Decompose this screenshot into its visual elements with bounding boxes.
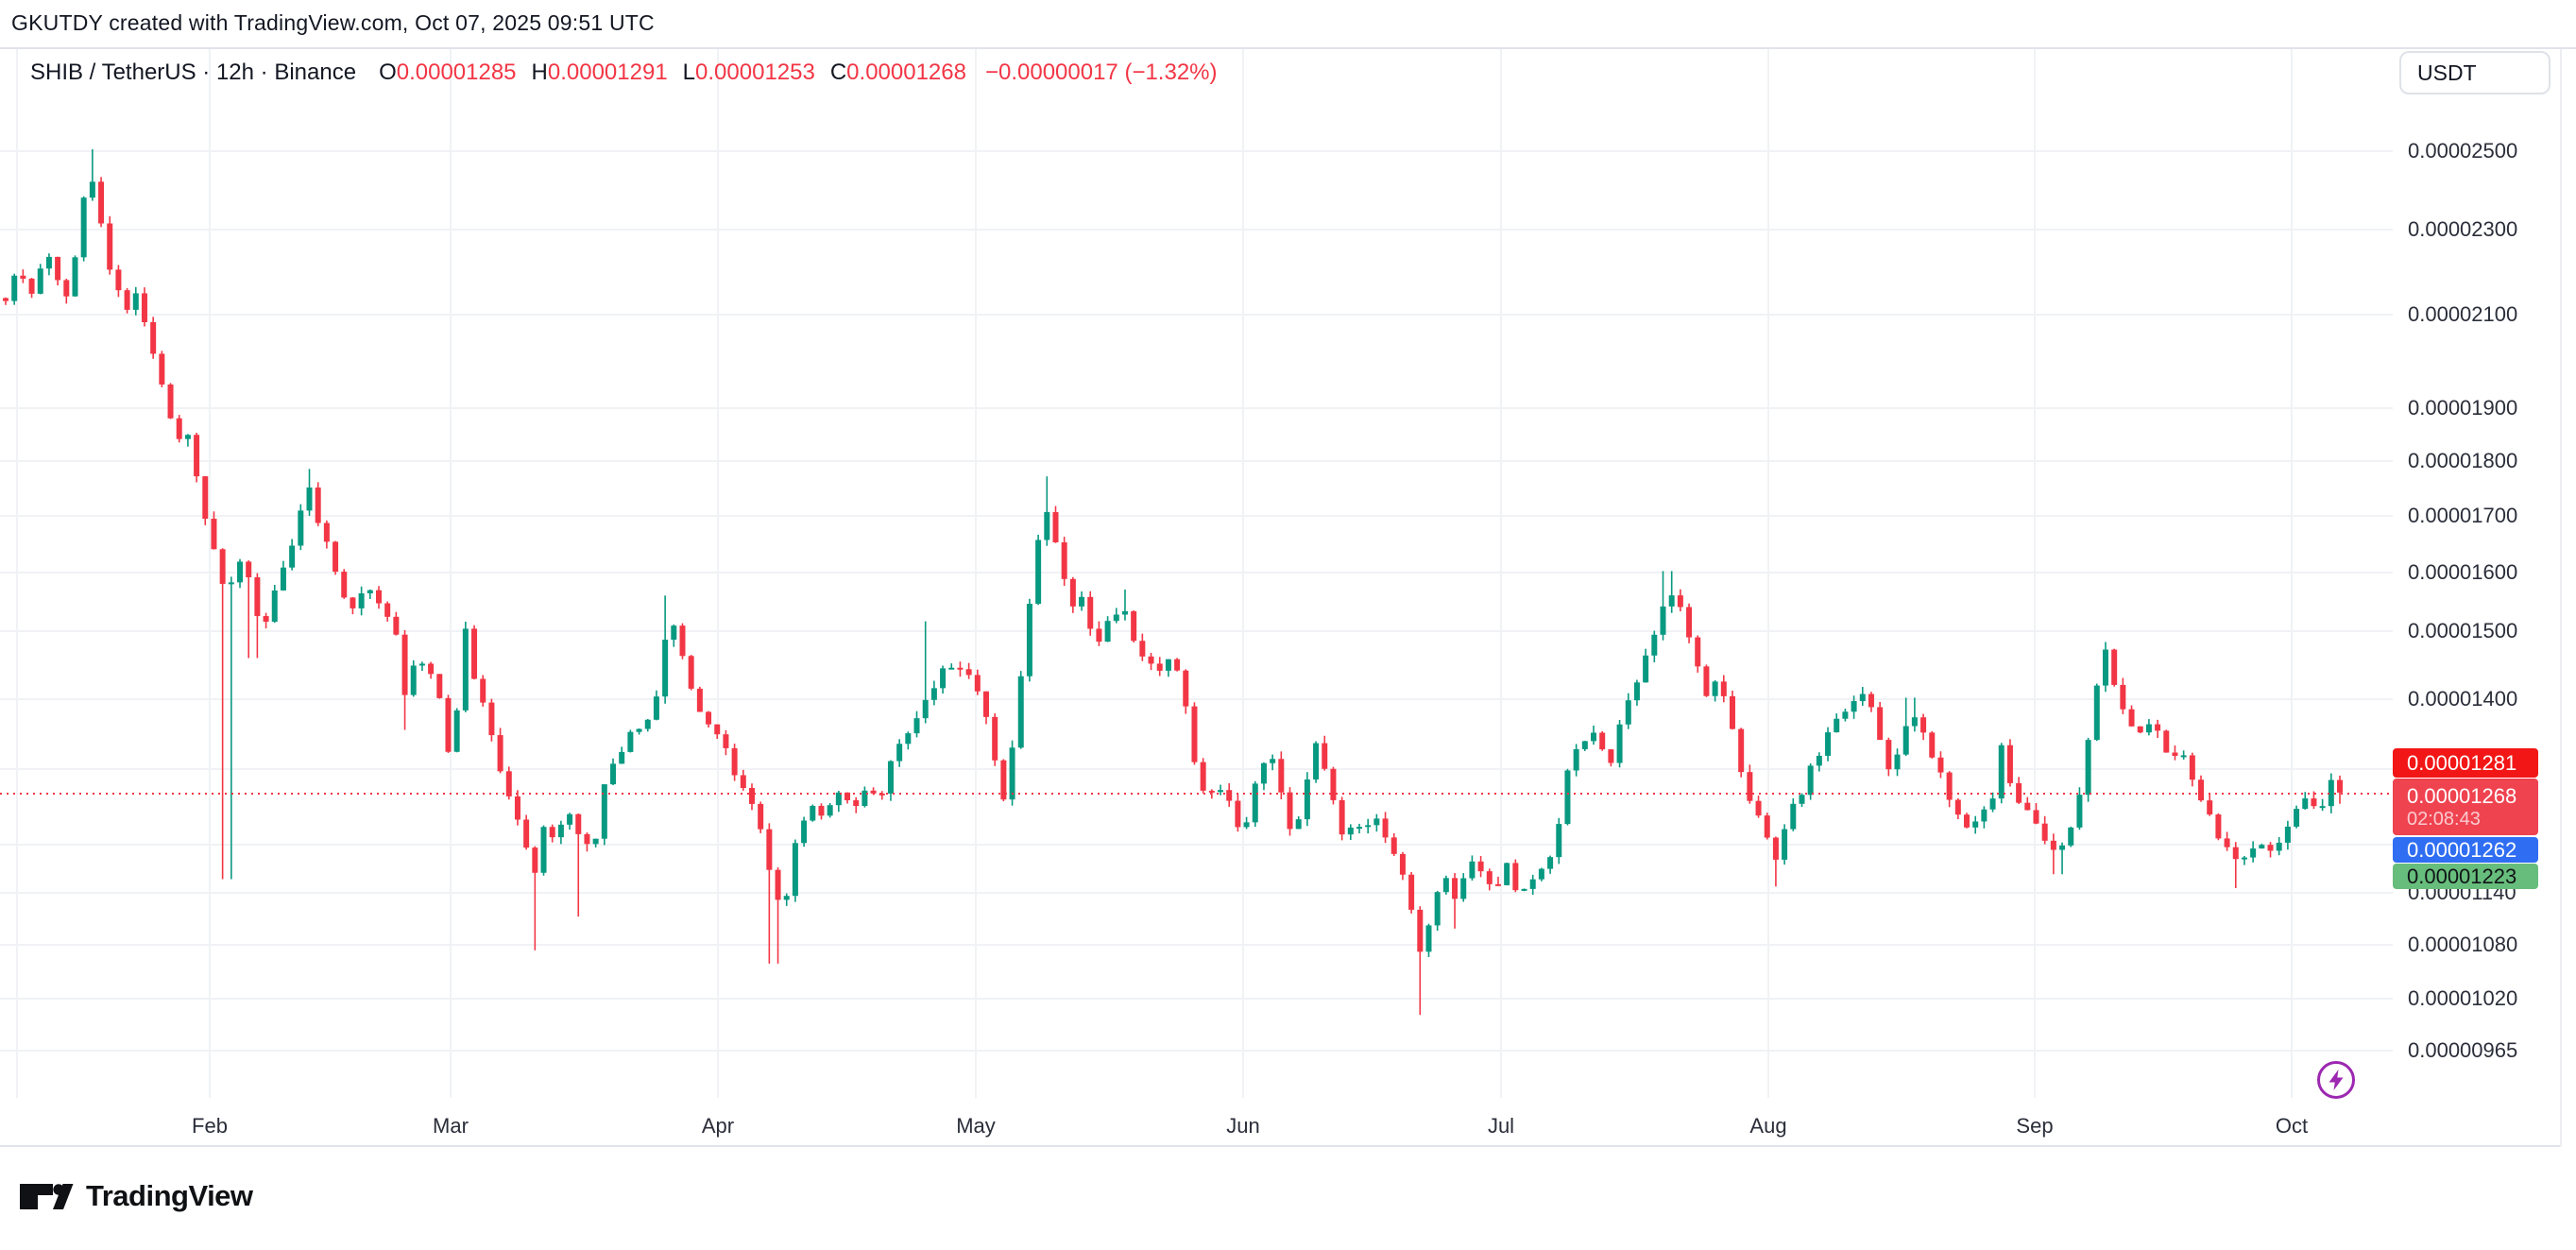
price-tick-label: 0.00001800 xyxy=(2408,449,2518,472)
price-tick-label: 0.00001020 xyxy=(2408,986,2518,1010)
tradingview-mark-icon xyxy=(20,1183,74,1209)
symbol-title[interactable]: SHIB / TetherUS · 12h · Binance xyxy=(30,60,357,85)
bid-price-badge: 0.00001262 xyxy=(2393,837,2538,863)
tradingview-logo-text: TradingView xyxy=(86,1179,253,1212)
month-tick-label-oct: Oct xyxy=(2275,1114,2309,1138)
price-tick-label: 0.00002500 xyxy=(2408,139,2518,163)
flash-chart-button[interactable] xyxy=(2315,1059,2357,1101)
month-tick-label-feb: Feb xyxy=(192,1114,228,1138)
price-tick-label: 0.00001080 xyxy=(2408,933,2518,956)
green-price-badge: 0.00001223 xyxy=(2393,864,2538,889)
ohlc-pair-C: C0.00001268 xyxy=(829,60,966,85)
price-tick-label: 0.00001700 xyxy=(2408,504,2518,527)
bottom-separator xyxy=(0,1145,2562,1147)
month-tick-label-jun: Jun xyxy=(1226,1114,1260,1138)
currency-toggle-button[interactable]: USDT xyxy=(2399,51,2550,94)
lightning-icon xyxy=(2317,1061,2355,1099)
symbol-legend[interactable]: SHIB / TetherUS · 12h · Binance O0.00001… xyxy=(30,57,1218,89)
price-tick-label: 0.00001900 xyxy=(2408,396,2518,420)
ohlc-pair-H: H0.00001291 xyxy=(531,60,668,85)
price-tick-label: 0.00002100 xyxy=(2408,302,2518,326)
month-tick-label-apr: Apr xyxy=(701,1114,735,1138)
price-tick-label: 0.00002300 xyxy=(2408,217,2518,241)
ohlc-pair-O: O0.00001285 xyxy=(379,60,517,85)
price-tick-label: 0.00001400 xyxy=(2408,687,2518,711)
month-tick-label-mar: Mar xyxy=(433,1114,469,1138)
price-tick-label: 0.00000965 xyxy=(2408,1038,2518,1062)
ohlc-values: O0.00001285 H0.00001291 L0.00001253 C0.0000… xyxy=(379,60,981,86)
month-tick-label-aug: Aug xyxy=(1749,1114,1787,1138)
ohlc-pair-L: L0.00001253 xyxy=(682,60,815,85)
axis-right-border xyxy=(2560,49,2562,1147)
attribution-text: GKUTDY created with TradingView.com, Oct… xyxy=(11,10,655,35)
red-price-badge: 0.00001281 xyxy=(2393,748,2538,778)
price-tick-label: 0.00001500 xyxy=(2408,619,2518,642)
currency-label: USDT xyxy=(2417,60,2477,85)
last-price-countdown-badge: 0.00001268 02:08:43 xyxy=(2393,779,2538,835)
tradingview-logo[interactable]: TradingView xyxy=(19,1179,253,1213)
change-value: −0.00000017 (−1.32%) xyxy=(984,60,1218,85)
price-tick-label: 0.00001600 xyxy=(2408,560,2518,584)
month-tick-label-jul: Jul xyxy=(1487,1114,1515,1138)
month-tick-label-may: May xyxy=(956,1114,996,1138)
header-separator xyxy=(0,47,2576,49)
month-tick-label-sep: Sep xyxy=(2016,1114,2054,1138)
